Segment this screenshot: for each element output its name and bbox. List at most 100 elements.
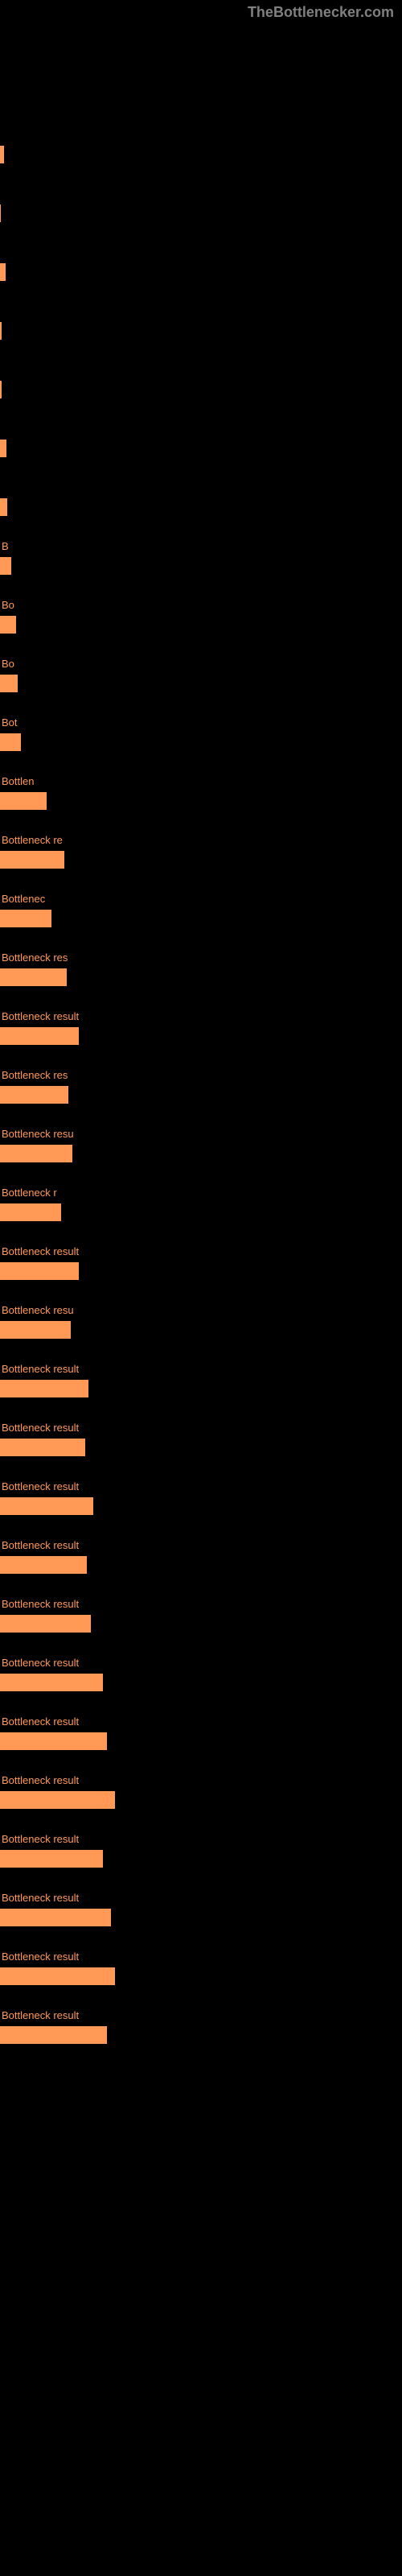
bar-item: Bottleneck result — [0, 1245, 402, 1280]
bar — [0, 1791, 117, 1809]
bar-item — [0, 305, 402, 340]
bar — [0, 968, 68, 986]
bar-label — [0, 481, 402, 494]
bar-item — [0, 423, 402, 457]
bar-item: Bottleneck res — [0, 952, 402, 986]
bar — [0, 1615, 92, 1633]
bar-item — [0, 364, 402, 398]
bar-label — [0, 423, 402, 436]
bar-label: Bottleneck r — [0, 1187, 402, 1199]
watermark-text: TheBottlenecker.com — [248, 4, 394, 21]
bar-item: Bottleneck re — [0, 834, 402, 869]
bar-label: Bottleneck result — [0, 1363, 402, 1376]
bar-item — [0, 481, 402, 516]
bar-label: Bottleneck res — [0, 1069, 402, 1082]
bar-label: Bottleneck result — [0, 1598, 402, 1611]
bar-label — [0, 129, 402, 142]
bar — [0, 1203, 63, 1221]
bar — [0, 1497, 95, 1515]
bar-label: Bottleneck result — [0, 1715, 402, 1728]
bar — [0, 733, 23, 751]
bar-label: Bot — [0, 716, 402, 729]
bar — [0, 1086, 70, 1104]
bar — [0, 557, 13, 575]
bar — [0, 675, 19, 692]
bar — [0, 1439, 87, 1456]
bar-item: Bottleneck result — [0, 1774, 402, 1809]
bar-item — [0, 246, 402, 281]
bar-label: Bottleneck resu — [0, 1128, 402, 1141]
bar-item — [0, 129, 402, 163]
bar-label: Bottleneck result — [0, 1480, 402, 1493]
bar — [0, 1380, 90, 1397]
bar-chart: B Bo Bo Bot Bottlen Bottleneck re Bottlenec Bot… — [0, 0, 402, 2100]
bar-item: Bottleneck result — [0, 1657, 402, 1691]
bar — [0, 1732, 109, 1750]
bar — [0, 263, 7, 281]
bar-label: Bottleneck result — [0, 1539, 402, 1552]
bar — [0, 1321, 72, 1339]
bar-item: Bottleneck result — [0, 1422, 402, 1456]
bar-item: Bottleneck resu — [0, 1304, 402, 1339]
bar-label: Bottleneck result — [0, 1245, 402, 1258]
bar-item: Bottleneck result — [0, 1715, 402, 1750]
bar — [0, 1145, 74, 1162]
bar-item: Bottleneck result — [0, 1833, 402, 1868]
bar-label — [0, 305, 402, 318]
bar-label: Bottleneck result — [0, 1657, 402, 1670]
bar-label: Bottleneck result — [0, 1774, 402, 1787]
bar — [0, 1909, 113, 1926]
bar-item: Bottleneck res — [0, 1069, 402, 1104]
bar — [0, 851, 66, 869]
bar-label: Bottleneck result — [0, 1833, 402, 1846]
bar — [0, 792, 48, 810]
bar-item: B — [0, 540, 402, 575]
bar — [0, 1262, 80, 1280]
bar — [0, 1556, 88, 1574]
bar-label: Bottleneck result — [0, 1010, 402, 1023]
bar-item: Bo — [0, 658, 402, 692]
bar-item: Bottleneck result — [0, 1951, 402, 1985]
bar — [0, 1850, 105, 1868]
bar — [0, 1674, 105, 1691]
bar-label: Bo — [0, 658, 402, 671]
bar-item: Bottleneck result — [0, 1598, 402, 1633]
bar-item — [0, 188, 402, 222]
bar — [0, 381, 3, 398]
bar-item: Bottleneck result — [0, 1010, 402, 1045]
bar-label: Bottleneck result — [0, 1422, 402, 1435]
bar-label — [0, 246, 402, 259]
bar-item: Bottlenec — [0, 893, 402, 927]
bar — [0, 322, 3, 340]
bar-item: Bottlen — [0, 775, 402, 810]
bar-label: Bottleneck result — [0, 1892, 402, 1905]
bar-item: Bottleneck result — [0, 1892, 402, 1926]
bar-item: Bot — [0, 716, 402, 751]
bar — [0, 616, 18, 634]
bar-label: Bottlen — [0, 775, 402, 788]
bar — [0, 1967, 117, 1985]
bar-item: Bottleneck result — [0, 1539, 402, 1574]
bar-item: Bottleneck r — [0, 1187, 402, 1221]
bar — [0, 2026, 109, 2044]
bar-label: Bottlenec — [0, 893, 402, 906]
bar-item: Bottleneck result — [0, 1363, 402, 1397]
bar-label: Bottleneck result — [0, 1951, 402, 1963]
bar-item: Bo — [0, 599, 402, 634]
bar-label: Bottleneck res — [0, 952, 402, 964]
bar-label — [0, 188, 402, 200]
bar-label — [0, 364, 402, 377]
bar-label: B — [0, 540, 402, 553]
bar — [0, 204, 2, 222]
bar-item: Bottleneck resu — [0, 1128, 402, 1162]
bar-label: Bottleneck result — [0, 2009, 402, 2022]
bar-item: Bottleneck result — [0, 1480, 402, 1515]
bar-item: Bottleneck result — [0, 2009, 402, 2044]
bar — [0, 498, 9, 516]
bar-label: Bo — [0, 599, 402, 612]
bar — [0, 1027, 80, 1045]
bar-label: Bottleneck resu — [0, 1304, 402, 1317]
bar — [0, 146, 6, 163]
bar-label: Bottleneck re — [0, 834, 402, 847]
bar — [0, 910, 53, 927]
